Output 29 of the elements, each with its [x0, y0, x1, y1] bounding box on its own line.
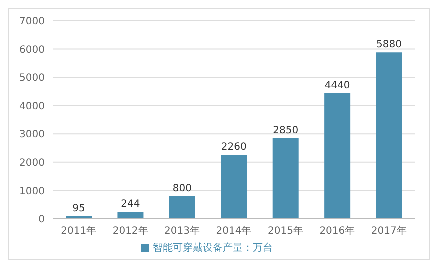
- data-label: 2260: [221, 142, 247, 154]
- y-tick-label: 5000: [20, 73, 45, 84]
- y-tick-label: 0: [38, 214, 45, 226]
- bar: [221, 155, 248, 219]
- x-tick-label: 2011年: [61, 225, 97, 238]
- x-tick-label: 2017年: [371, 225, 407, 238]
- x-tick-label: 2016年: [320, 225, 356, 238]
- x-tick-label: 2014年: [216, 225, 252, 238]
- x-tick-label: 2012年: [112, 225, 148, 238]
- data-label: 2850: [273, 125, 299, 136]
- y-tick-label: 7000: [20, 16, 45, 28]
- y-tick-label: 2000: [20, 158, 45, 169]
- bar: [324, 93, 351, 219]
- x-tick-label: 2013年: [164, 225, 200, 238]
- y-tick-label: 6000: [20, 44, 45, 56]
- bar: [169, 196, 196, 219]
- bar: [272, 138, 299, 219]
- data-label: 244: [121, 199, 140, 210]
- y-tick-label: 3000: [20, 130, 45, 141]
- data-label: 95: [72, 203, 86, 214]
- x-tick-label: 2015年: [268, 225, 304, 238]
- data-label: 4440: [324, 80, 350, 92]
- y-tick-label: 1000: [20, 186, 45, 198]
- bar: [118, 212, 144, 219]
- bar: [376, 52, 402, 219]
- y-tick-label: 4000: [20, 101, 45, 112]
- data-label: 800: [172, 183, 192, 194]
- data-label: 5880: [376, 40, 402, 51]
- legend-label: 智能可穿戴设备产量：万台: [153, 243, 273, 254]
